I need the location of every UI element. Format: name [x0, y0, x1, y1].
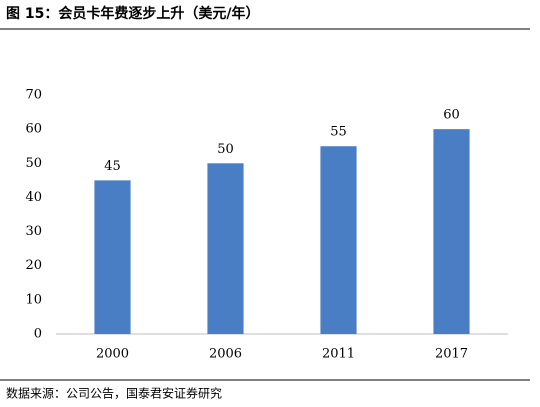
y-tick-label: 0 [34, 327, 42, 342]
x-tick-label: 2006 [209, 347, 242, 362]
data-label: 50 [217, 142, 234, 157]
bar [433, 129, 470, 334]
y-tick-label: 40 [25, 190, 42, 205]
bar [207, 163, 244, 334]
y-tick-label: 50 [25, 156, 42, 171]
x-tick-label: 2011 [322, 347, 355, 362]
source-note: 数据来源：公司公告，国泰君安证券研究 [6, 386, 222, 401]
data-label: 60 [443, 108, 460, 123]
y-tick-label: 60 [25, 122, 42, 137]
y-tick-label: 30 [25, 224, 42, 239]
data-label: 55 [330, 125, 347, 140]
data-label: 45 [104, 159, 121, 174]
chart-title: 图 15：会员卡年费逐步上升（美元/年） [6, 5, 259, 22]
bar [320, 146, 357, 334]
bar [94, 180, 131, 334]
y-tick-label: 10 [25, 292, 42, 307]
x-tick-label: 2000 [96, 347, 129, 362]
y-tick-label: 20 [25, 258, 42, 273]
x-tick-label: 2017 [435, 347, 468, 362]
y-tick-label: 70 [25, 88, 42, 103]
